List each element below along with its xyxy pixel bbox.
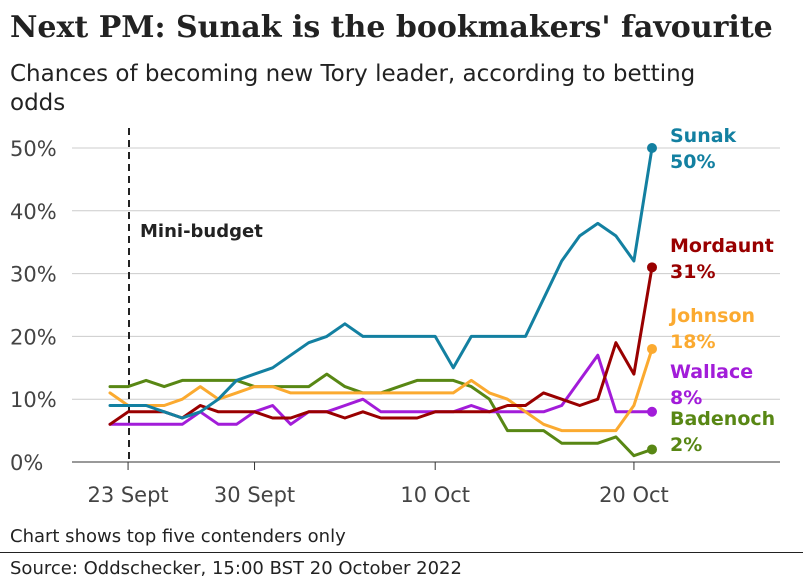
series-name-label-badenoch: Badenoch	[670, 408, 775, 430]
series-endpoint-badenoch	[647, 444, 657, 455]
y-tick-label: 10%	[10, 388, 57, 412]
gridlines	[72, 147, 780, 463]
line-chart: 0% 10% 20% 30% 40% 50% 23 Sept 30 Sept 10 Oct 20…	[10, 125, 780, 507]
series-line-sunak	[108, 146, 654, 420]
x-tick-label: 10 Oct	[400, 483, 470, 507]
series-endpoint-johnson	[647, 343, 657, 354]
chart-note: Chart shows top five contenders only	[10, 526, 346, 547]
x-tick-label: 20 Oct	[599, 483, 669, 507]
series-lines	[108, 143, 657, 458]
series-value-label-wallace: 8%	[670, 387, 702, 409]
chart-title: Next PM: Sunak is the bookmakers' favour…	[10, 10, 773, 45]
series-value-label-sunak: 50%	[670, 151, 715, 173]
chart-source: Source: Oddschecker, 15:00 BST 20 Octobe…	[10, 558, 462, 579]
chart-subtitle: Chances of becoming new Tory leader, acc…	[10, 61, 696, 116]
series-endpoint-sunak	[647, 143, 657, 153]
series-name-label-mordaunt: Mordaunt	[670, 235, 774, 257]
series-line-mordaunt	[108, 265, 654, 426]
series-name-label-wallace: Wallace	[670, 361, 753, 383]
series-value-label-badenoch: 2%	[670, 434, 702, 456]
series-value-label-mordaunt: 31%	[670, 261, 715, 283]
x-tick-label: 23 Sept	[87, 483, 168, 507]
series-line-johnson	[108, 347, 654, 433]
series-end-labels: Badenoch 2% Wallace 8% Johnson 18% Mordaunt 31%…	[668, 125, 775, 456]
y-tick-label: 20%	[10, 325, 57, 349]
y-axis-ticks: 0% 10% 20% 30% 40% 50%	[10, 137, 57, 475]
mini-budget-label: Mini-budget	[140, 221, 263, 242]
y-tick-label: 30%	[10, 263, 57, 287]
series-name-label-johnson: Johnson	[668, 305, 755, 327]
footer-divider	[0, 552, 803, 553]
y-tick-label: 40%	[10, 200, 57, 224]
y-tick-label: 0%	[10, 451, 43, 475]
series-endpoint-mordaunt	[647, 262, 657, 273]
x-axis-ticks: 23 Sept 30 Sept 10 Oct 20 Oct	[87, 462, 669, 507]
series-value-label-johnson: 18%	[670, 331, 715, 353]
series-name-label-sunak: Sunak	[670, 125, 737, 147]
y-tick-label: 50%	[10, 137, 57, 161]
series-endpoint-wallace	[647, 406, 657, 417]
x-tick-label: 30 Sept	[214, 483, 295, 507]
